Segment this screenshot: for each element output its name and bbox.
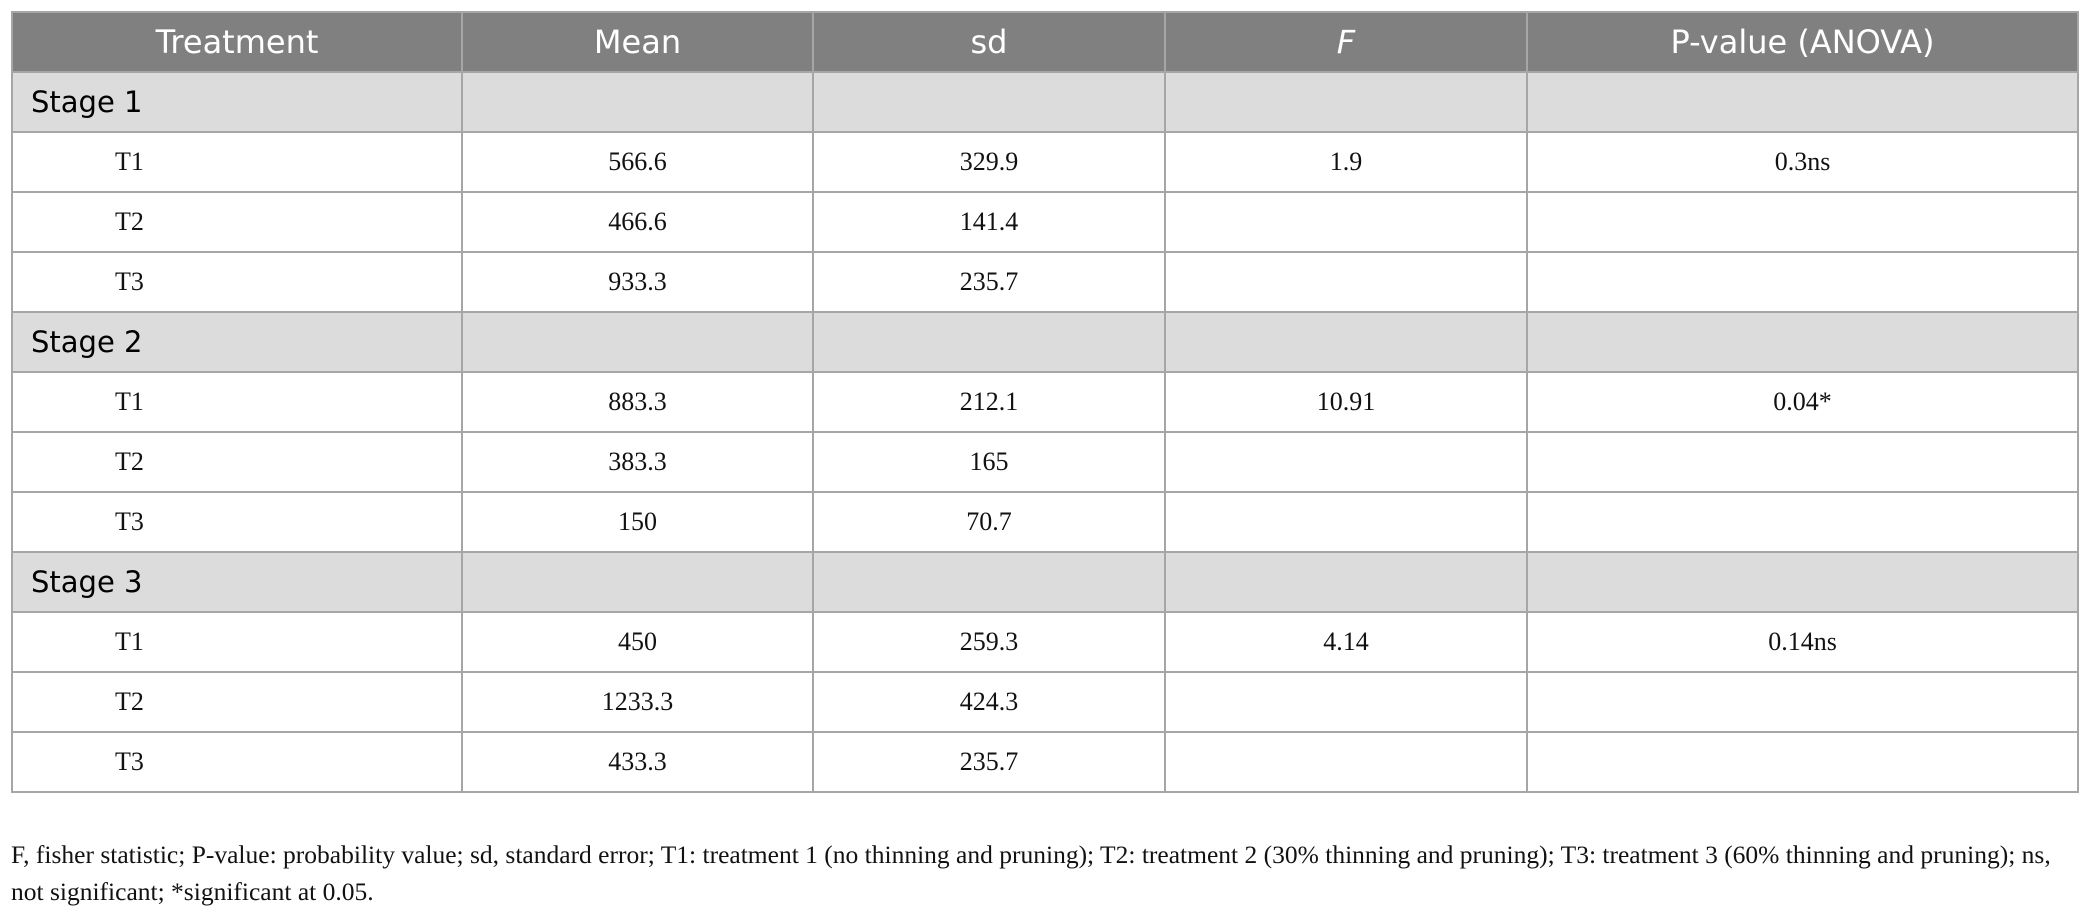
cell: T2 [11,191,463,253]
data-row: T2 383.3 165 [11,431,2079,493]
cell [812,551,1166,613]
cell: T2 [11,431,463,493]
cell: 235.7 [812,731,1166,793]
data-row: T1 883.3 212.1 10.91 0.04* [11,371,2079,433]
cell [1526,491,2079,553]
cell: 566.6 [461,131,814,193]
cell [461,71,814,133]
column-header: Treatment [11,11,463,73]
cell: 383.3 [461,431,814,493]
cell: T1 [11,611,463,673]
cell: T2 [11,671,463,733]
column-header: Mean [461,11,814,73]
data-row: T2 466.6 141.4 [11,191,2079,253]
cell: T3 [11,491,463,553]
cell [1164,671,1528,733]
data-row: T3 933.3 235.7 [11,251,2079,313]
cell: 433.3 [461,731,814,793]
header-row: Treatment Mean sd F P-value (ANOVA) [11,11,2079,73]
stage-label: Stage 2 [11,311,463,373]
cell: 70.7 [812,491,1166,553]
cell: 165 [812,431,1166,493]
cell: 212.1 [812,371,1166,433]
data-row: T3 433.3 235.7 [11,731,2079,793]
data-row: T1 566.6 329.9 1.9 0.3ns [11,131,2079,193]
data-row: T1 450 259.3 4.14 0.14ns [11,611,2079,673]
cell [1526,71,2079,133]
cell [461,551,814,613]
cell [1526,191,2079,253]
cell [812,311,1166,373]
cell [1526,311,2079,373]
cell: 450 [461,611,814,673]
cell: 329.9 [812,131,1166,193]
cell: 10.91 [1164,371,1528,433]
stage-row: Stage 2 [11,311,2079,373]
stage-row: Stage 1 [11,71,2079,133]
cell [1164,311,1528,373]
column-header: P-value (ANOVA) [1526,11,2079,73]
cell: 1233.3 [461,671,814,733]
stage-label: Stage 1 [11,71,463,133]
stage-row: Stage 3 [11,551,2079,613]
cell [812,71,1166,133]
cell [1164,491,1528,553]
cell [1526,731,2079,793]
cell: T1 [11,131,463,193]
cell: 259.3 [812,611,1166,673]
cell: 883.3 [461,371,814,433]
cell: 235.7 [812,251,1166,313]
footnote: F, fisher statistic; P-value: probabilit… [11,840,2051,906]
stage-label: Stage 3 [11,551,463,613]
cell [1526,251,2079,313]
data-row: T3 150 70.7 [11,491,2079,553]
cell [1164,731,1528,793]
cell [1164,551,1528,613]
cell: T1 [11,371,463,433]
cell: 0.04* [1526,371,2079,433]
cell: T3 [11,731,463,793]
cell [1164,71,1528,133]
cell: 466.6 [461,191,814,253]
cell: 0.3ns [1526,131,2079,193]
table-body: Stage 1 T1 566.6 329.9 1.9 0.3ns T2 466.6 141.4 T… [11,71,2079,793]
cell: 1.9 [1164,131,1528,193]
cell: 424.3 [812,671,1166,733]
cell [461,311,814,373]
data-row: T2 1233.3 424.3 [11,671,2079,733]
cell: T3 [11,251,463,313]
cell [1164,191,1528,253]
cell: 0.14ns [1526,611,2079,673]
cell [1164,431,1528,493]
cell [1526,431,2079,493]
cell: 4.14 [1164,611,1528,673]
cell [1526,671,2079,733]
cell [1164,251,1528,313]
column-header: sd [812,11,1166,73]
cell: 141.4 [812,191,1166,253]
cell: 150 [461,491,814,553]
cell: 933.3 [461,251,814,313]
column-header: F [1164,11,1528,73]
cell [1526,551,2079,613]
